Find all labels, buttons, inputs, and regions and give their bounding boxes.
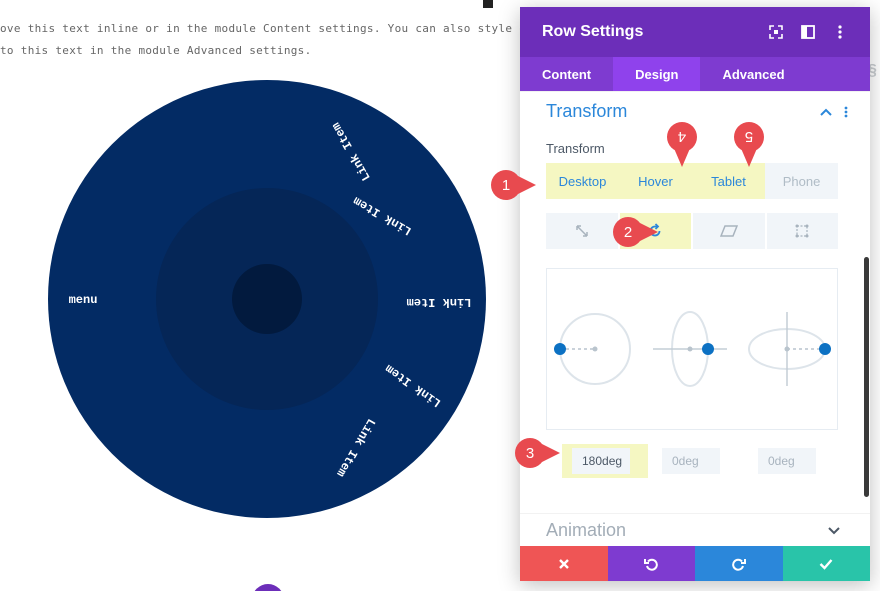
origin-icon[interactable] (766, 213, 838, 249)
device-tabs: Desktop Hover Tablet Phone (546, 163, 838, 199)
menu-center-disc (232, 264, 302, 334)
device-tab-hover[interactable]: Hover (619, 163, 692, 199)
more-vertical-icon[interactable] (836, 102, 856, 122)
undo-icon[interactable] (607, 546, 695, 581)
panel-title: Row Settings (542, 23, 644, 40)
rotate-x-input[interactable]: 180deg (572, 448, 630, 474)
callout-number: 2 (623, 223, 633, 241)
device-tab-phone[interactable]: Phone (782, 173, 821, 189)
transform-type-tabs (546, 213, 838, 249)
panel-footer (520, 546, 870, 581)
rotate-z-input[interactable]: 0deg (758, 448, 816, 474)
transform-field-label: Transform (546, 141, 605, 156)
link-item-3[interactable]: Link Item (407, 295, 472, 309)
panel-tab-bar: Content Design Advanced (520, 57, 870, 91)
row-settings-panel: Row Settings Content Design Advanced Tra… (520, 7, 870, 581)
tab-content[interactable]: Content (542, 66, 592, 82)
rotate-inputs: 180deg 0deg 0deg (562, 444, 822, 478)
sidebar-layout-icon[interactable] (792, 16, 824, 48)
panel-scrollbar[interactable] (864, 257, 869, 497)
animation-section-title: Animation (546, 520, 627, 540)
callout-5: 5 (733, 121, 765, 167)
rotate-x-handle[interactable] (554, 343, 566, 355)
heading-fragment (483, 0, 493, 8)
tab-advanced[interactable]: Advanced (722, 66, 785, 82)
device-tab-tablet[interactable]: Tablet (692, 163, 765, 199)
rotate-z-handle[interactable] (819, 343, 831, 355)
device-tab-desktop[interactable]: Desktop (546, 163, 619, 199)
chevron-up-icon[interactable] (816, 102, 836, 122)
skew-icon[interactable] (693, 213, 765, 249)
close-icon[interactable] (520, 546, 608, 581)
callout-number: 4 (677, 128, 687, 146)
callout-number: 1 (501, 176, 511, 194)
save-check-icon[interactable] (782, 546, 870, 581)
body-text-line-1: ove this text inline or in the module Co… (0, 22, 520, 35)
fullscreen-icon[interactable] (760, 16, 792, 48)
tab-design[interactable]: Design (613, 57, 701, 91)
module-body-text: ove this text inline or in the module Co… (0, 18, 520, 62)
redo-icon[interactable] (695, 546, 783, 581)
partial-icon-edge: § (868, 62, 877, 79)
body-text-line-2: to this text in the module Advanced sett… (0, 44, 312, 57)
more-vertical-icon[interactable] (824, 16, 856, 48)
menu-label[interactable]: menu (69, 293, 98, 307)
callout-number: 5 (744, 128, 754, 146)
circular-menu: menu Link Item Link Item Link Item Link … (48, 80, 486, 518)
rotate-axis-previews (554, 311, 831, 387)
scale-icon[interactable] (546, 213, 618, 249)
animation-section-header[interactable]: Animation (520, 513, 870, 547)
callout-2: 2 (612, 216, 658, 248)
callout-4: 4 (666, 121, 698, 167)
rotate-y-handle[interactable] (702, 343, 714, 355)
rotate-preview-box (546, 268, 838, 430)
floating-purple-button[interactable] (252, 584, 284, 591)
callout-1: 1 (490, 169, 536, 201)
chevron-down-icon[interactable] (824, 521, 844, 541)
callout-number: 3 (525, 444, 535, 462)
callout-3: 3 (514, 437, 560, 469)
rotate-y-input[interactable]: 0deg (662, 448, 720, 474)
section-title: Transform (546, 101, 628, 121)
panel-header: Row Settings (520, 7, 870, 57)
transform-section-header[interactable]: Transform (520, 91, 870, 131)
